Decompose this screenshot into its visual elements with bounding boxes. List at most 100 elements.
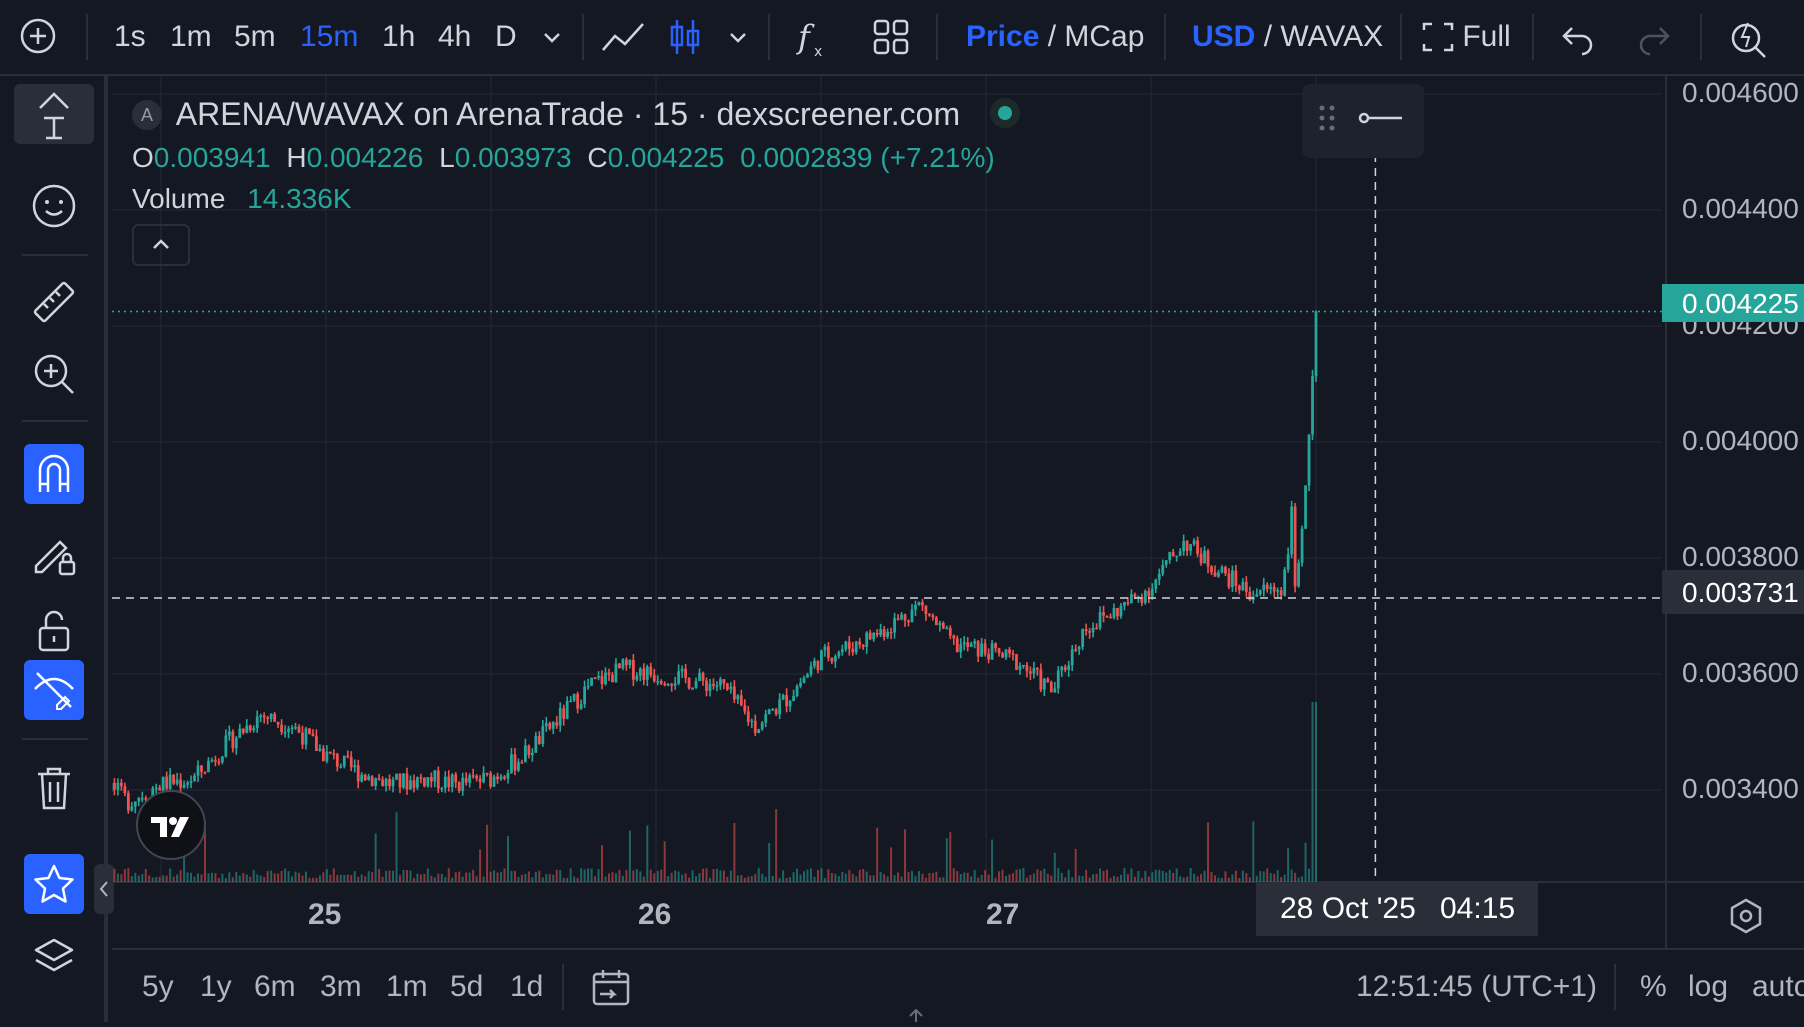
volume-bar [207, 873, 209, 882]
cursor-tool[interactable] [14, 84, 94, 144]
candle-body [1120, 606, 1123, 617]
volume-bar [807, 870, 809, 882]
interval-dropdown-icon[interactable] [540, 18, 564, 56]
volume-bar [726, 877, 728, 882]
interval-15m[interactable]: 15m [300, 18, 358, 56]
volume-bar [354, 871, 356, 882]
candle-body [371, 776, 374, 786]
currency-toggle[interactable]: USD / WAVAX [1192, 18, 1383, 56]
interval-1m[interactable]: 1m [170, 18, 212, 56]
candle-body [639, 669, 642, 676]
volume-bar [716, 869, 718, 882]
volume-bar [385, 871, 387, 882]
candle-body [1043, 679, 1046, 690]
volume-bar [1068, 870, 1070, 882]
log-scale-toggle[interactable]: log [1688, 970, 1728, 1004]
interval-1s[interactable]: 1s [114, 18, 146, 56]
candle-body [1060, 667, 1063, 671]
layouts-icon[interactable] [872, 18, 910, 56]
volume-bar [472, 870, 474, 882]
floating-drawing-toolbar[interactable] [1302, 84, 1424, 158]
add-symbol-icon[interactable] [18, 16, 58, 54]
lock-drawing-icon[interactable] [24, 524, 84, 584]
candles-icon[interactable] [668, 18, 702, 56]
interval-1h[interactable]: 1h [382, 18, 415, 56]
candle-body [280, 725, 283, 732]
interval-d[interactable]: D [495, 18, 517, 56]
redo-icon[interactable] [1636, 18, 1672, 56]
candle-body [1294, 506, 1297, 586]
ohlc-legend: O0.003941 H0.004226 L0.003973 C0.004225 … [132, 142, 995, 174]
chart-settings-icon[interactable] [1726, 896, 1766, 941]
candle-body [183, 785, 186, 788]
symbol-legend[interactable]: A ARENA/WAVAX on ArenaTrade · 15 · dexsc… [132, 96, 1020, 133]
percent-scale-toggle[interactable]: % [1640, 970, 1667, 1004]
line-chart-icon[interactable] [600, 18, 648, 56]
candle-body [949, 628, 952, 636]
price-chart[interactable] [112, 76, 1804, 948]
volume-bar [134, 873, 136, 882]
interval-5m[interactable]: 5m [234, 18, 276, 56]
go-to-date-icon[interactable] [590, 966, 632, 1016]
auto-scale-toggle[interactable]: auto [1752, 970, 1804, 1004]
candle-body [796, 686, 799, 696]
range-5d[interactable]: 5d [450, 970, 483, 1004]
candle-body [667, 684, 670, 686]
range-1d[interactable]: 1d [510, 970, 543, 1004]
unlock-icon[interactable] [24, 600, 84, 660]
volume-bar [1050, 876, 1052, 882]
expand-panel-icon[interactable] [906, 1004, 926, 1027]
range-3m[interactable]: 3m [320, 970, 362, 1004]
quick-search-icon[interactable] [1728, 18, 1770, 56]
candle-body [1228, 573, 1231, 587]
volume-bar [1217, 878, 1219, 882]
collapse-toolbar-handle[interactable] [94, 864, 114, 914]
magnet-icon[interactable] [24, 444, 84, 504]
fullscreen-button[interactable]: Full [1422, 18, 1511, 56]
volume-bar [988, 875, 990, 882]
candle-body [935, 617, 938, 625]
hide-drawings-icon[interactable] [24, 660, 84, 720]
candle-body [1182, 541, 1185, 551]
candle-body [489, 773, 492, 787]
range-5y[interactable]: 5y [142, 970, 174, 1004]
wavax-label: / WAVAX [1264, 20, 1383, 53]
chart-pane[interactable] [112, 76, 1804, 1022]
chart-type-dropdown-icon[interactable] [726, 18, 750, 56]
layers-icon[interactable] [24, 926, 84, 986]
emoji-icon[interactable] [24, 176, 84, 236]
trash-icon[interactable] [24, 758, 84, 818]
candle-body [430, 777, 433, 781]
volume-bar [981, 875, 983, 882]
favorites-star-icon[interactable] [24, 854, 84, 914]
volume-bar [928, 873, 930, 882]
price-mcap-toggle[interactable]: Price / MCap [966, 18, 1144, 56]
volume-value: 14.336K [247, 183, 351, 214]
range-6m[interactable]: 6m [254, 970, 296, 1004]
interval-4h[interactable]: 4h [438, 18, 471, 56]
ruler-icon[interactable] [24, 272, 84, 332]
volume-bar [1291, 870, 1293, 882]
volume-bar [211, 873, 213, 882]
collapse-legend-button[interactable] [132, 224, 190, 266]
volume-legend[interactable]: Volume 14.336K [132, 183, 352, 215]
volume-bar [483, 877, 485, 882]
candle-body [1071, 649, 1074, 665]
zoom-in-icon[interactable] [24, 344, 84, 404]
volume-bar [1141, 878, 1143, 882]
range-1y[interactable]: 1y [200, 970, 232, 1004]
undo-icon[interactable] [1560, 18, 1596, 56]
candle-body [409, 780, 412, 789]
volume-bar [169, 869, 171, 882]
range-1m[interactable]: 1m [386, 970, 428, 1004]
candle-body [552, 722, 555, 729]
bottom-toolbar: 5y 1y 6m 3m 1m 5d 1d 12:51:45 (UTC+1) % … [112, 948, 1804, 1024]
utc-clock[interactable]: 12:51:45 (UTC+1) [1356, 970, 1597, 1004]
tradingview-logo[interactable] [136, 790, 206, 860]
candle-body [472, 775, 475, 777]
volume-bar [413, 878, 415, 882]
open-value: 0.003941 [154, 142, 271, 173]
volume-bar [803, 871, 805, 882]
candle-body [402, 774, 405, 788]
